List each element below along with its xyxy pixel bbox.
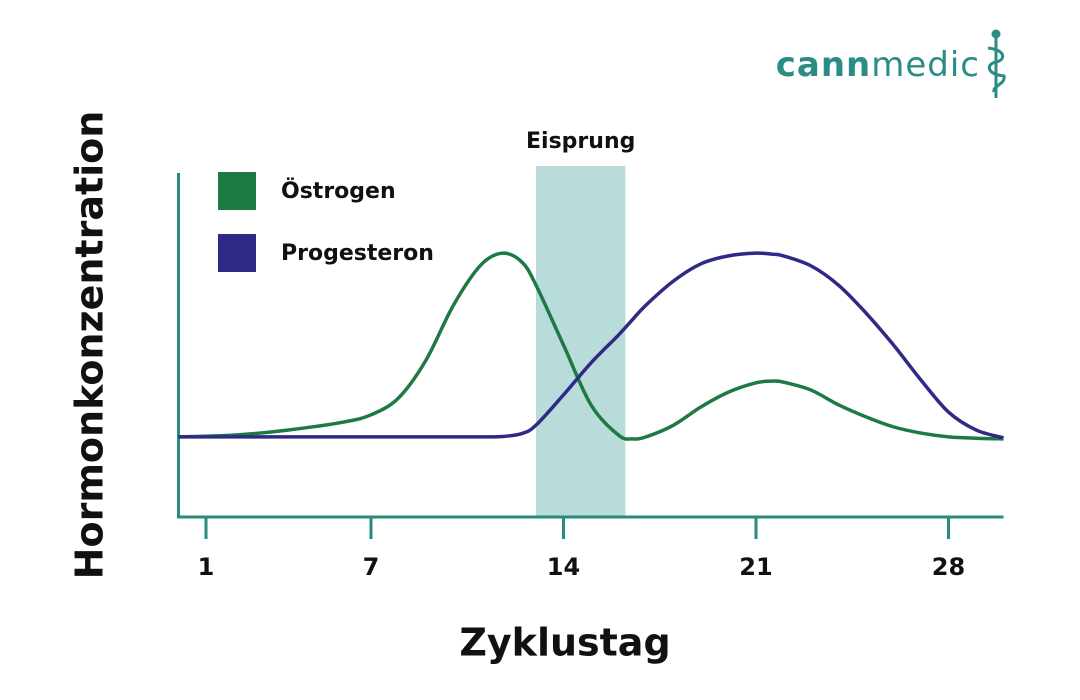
x-axis-label: Zyklustag <box>459 621 670 665</box>
band-label: Eisprung <box>526 129 635 154</box>
series-line <box>178 251 1004 440</box>
brand-bold: cann <box>776 45 872 85</box>
legend-label: Östrogen <box>281 178 396 204</box>
legend-label: Progesteron <box>281 241 434 266</box>
brand-icon <box>987 29 1006 98</box>
y-axis-label: Hormonkonzentration <box>68 111 112 580</box>
brand-logo: cannmedic <box>776 45 980 85</box>
x-tick-label: 21 <box>739 553 772 581</box>
x-tick-label: 7 <box>363 553 380 581</box>
legend-swatch <box>218 234 256 272</box>
series-line <box>178 251 1004 441</box>
x-tick-label: 28 <box>932 553 965 581</box>
legend-swatch <box>218 172 256 210</box>
brand-light: medic <box>871 45 980 85</box>
x-tick-label: 14 <box>547 553 580 581</box>
x-tick-label: 1 <box>198 553 215 581</box>
